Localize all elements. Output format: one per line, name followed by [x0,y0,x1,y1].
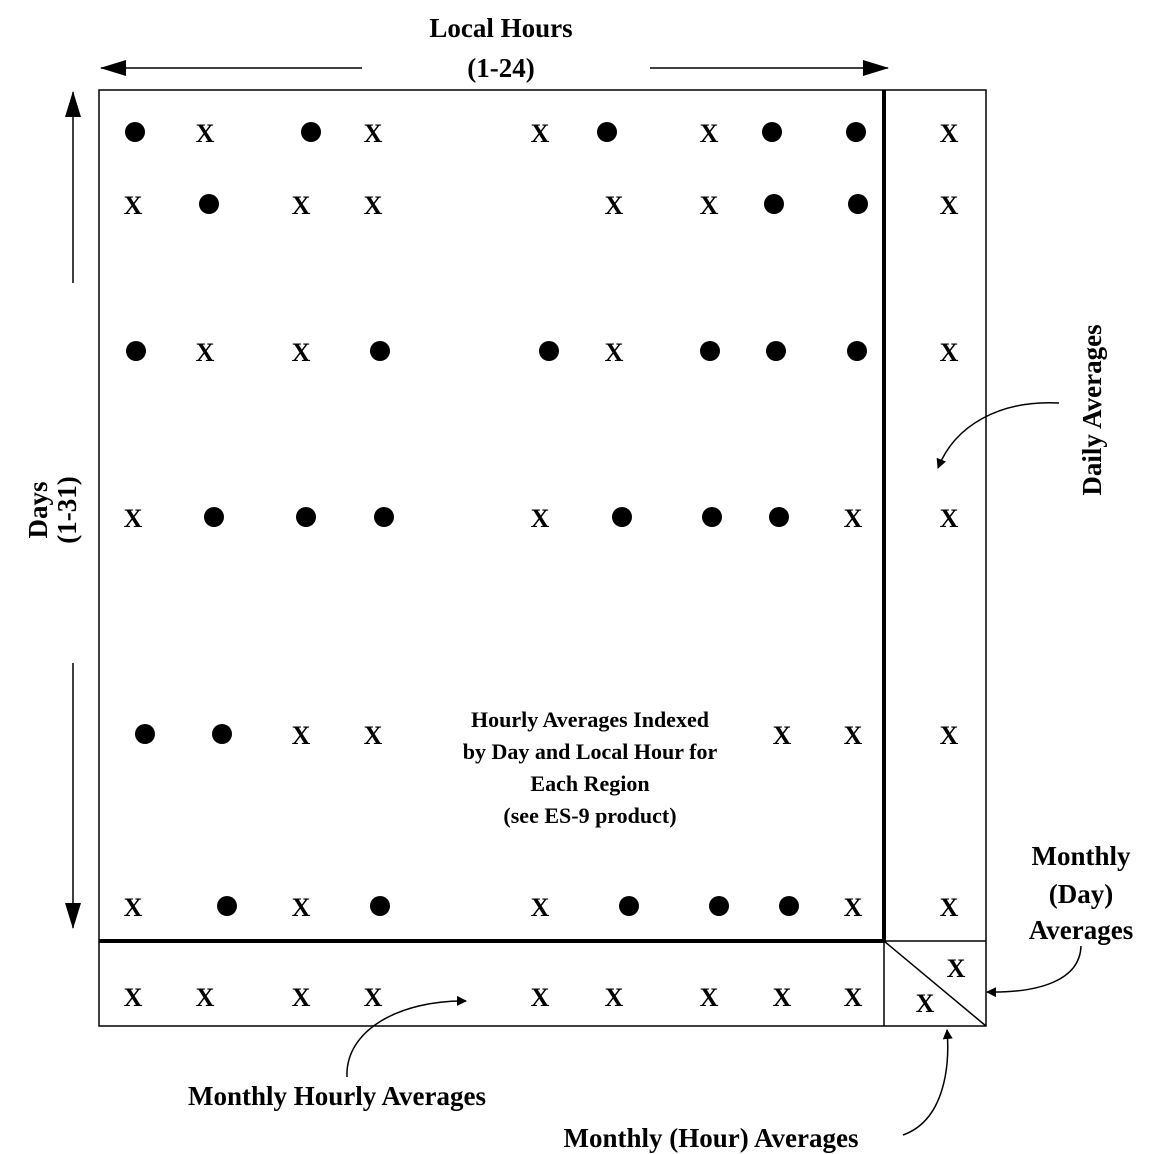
grid-mark-dot [769,507,789,527]
corner-average-mark-x: X [916,989,935,1018]
grid-mark-dot [612,507,632,527]
center-note-line2: by Day and Local Hour for [463,739,718,764]
monthly-hourly-mark-x: X [605,983,624,1012]
grid-mark-dot [296,507,316,527]
local-hours-range: (1-24) [467,53,534,83]
grid-mark-x: X [531,119,550,148]
grid-mark-x: X [700,191,719,220]
grid-mark-x: X [124,504,143,533]
grid-mark-dot [709,896,729,916]
grid-mark-dot [204,507,224,527]
grid-mark-dot [846,122,866,142]
daily-average-mark-x: X [940,721,959,750]
grid-mark-x: X [844,504,863,533]
monthly-day-label-line1: Monthly [1031,841,1131,871]
grid-mark-x: X [531,893,550,922]
grid-mark-dot [539,341,559,361]
monthly-hourly-mark-x: X [124,983,143,1012]
daily-averages-arrow [936,402,1060,469]
daily-average-mark-x: X [940,504,959,533]
grid-mark-dot [374,507,394,527]
monthly-hour-arrow [902,1029,953,1136]
local-hours-title: Local Hours [429,13,572,43]
monthly-hourly-mark-x: X [292,983,311,1012]
grid-mark-x: X [292,338,311,367]
grid-mark-x: X [292,721,311,750]
grid-mark-dot [370,896,390,916]
monthly-day-label-line3: Averages [1029,915,1133,945]
grid-mark-dot [135,724,155,744]
grid-mark-dot [125,122,145,142]
grid-mark-dot [212,724,232,744]
grid-mark-x: X [364,119,383,148]
grid-mark-x: X [196,119,215,148]
grid-mark-x: X [844,721,863,750]
grid-mark-dot [700,341,720,361]
grid-mark-x: X [196,338,215,367]
monthly-hourly-mark-x: X [196,983,215,1012]
grid-mark-dot [619,896,639,916]
grid-mark-dot [126,341,146,361]
grid-mark-dot [764,194,784,214]
monthly-hour-averages-label: Monthly (Hour) Averages [564,1123,859,1153]
corner-average-mark-x: X [947,954,966,983]
corner-cell-diagonal [883,940,987,1027]
grid-mark-x: X [844,893,863,922]
grid-mark-dot [779,896,799,916]
days-title: Days [23,481,53,538]
grid-mark-x: X [124,893,143,922]
grid-mark-dot [370,341,390,361]
grid-mark-x: X [531,504,550,533]
monthly-hourly-mark-x: X [844,983,863,1012]
grid-mark-dot [301,122,321,142]
monthly-hourly-mark-x: X [531,983,550,1012]
grid-mark-x: X [605,191,624,220]
grid-mark-dot [762,122,782,142]
grid-mark-dot [766,341,786,361]
grid-mark-x: X [605,338,624,367]
center-note-line1: Hourly Averages Indexed [471,707,709,732]
grid-mark-dot [847,341,867,361]
daily-average-mark-x: X [940,893,959,922]
daily-average-mark-x: X [940,191,959,220]
monthly-hourly-mark-x: X [773,983,792,1012]
grid-mark-x: X [292,191,311,220]
grid-mark-x: X [773,721,792,750]
daily-averages-label: Daily Averages [1077,324,1107,495]
center-note-line3: Each Region [530,771,649,796]
monthly-hourly-mark-x: X [700,983,719,1012]
monthly-hourly-mark-x: X [364,983,383,1012]
daily-average-mark-x: X [940,338,959,367]
grid-mark-dot [199,194,219,214]
monthly-day-arrow [986,945,1082,998]
monthly-hourly-arrow [346,995,467,1078]
center-note-line4: (see ES-9 product) [503,803,676,828]
grid-mark-dot [848,194,868,214]
days-range: (1-31) [52,476,82,543]
monthly-hourly-averages-label: Monthly Hourly Averages [188,1081,486,1111]
grid-mark-x: X [700,119,719,148]
grid-mark-x: X [364,721,383,750]
grid-mark-x: X [292,893,311,922]
grid-mark-dot [597,122,617,142]
daily-average-mark-x: X [940,119,959,148]
grid-mark-dot [702,507,722,527]
monthly-day-label-line2: (Day) [1049,879,1113,909]
outer-frame [98,89,987,1027]
grid-mark-x: X [364,191,383,220]
grid-mark-dot [217,896,237,916]
grid-mark-x: X [124,191,143,220]
